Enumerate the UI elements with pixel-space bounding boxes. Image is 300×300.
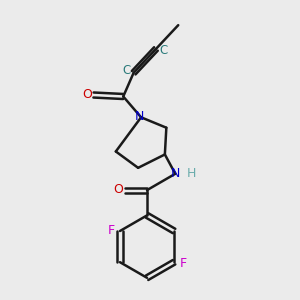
Text: O: O <box>113 183 123 196</box>
Text: N: N <box>171 167 180 180</box>
Text: N: N <box>135 110 144 123</box>
Text: F: F <box>107 224 115 237</box>
Text: C: C <box>122 64 130 77</box>
Text: F: F <box>179 256 187 270</box>
Text: O: O <box>82 88 92 101</box>
Text: H: H <box>187 167 196 180</box>
Text: C: C <box>159 44 167 57</box>
